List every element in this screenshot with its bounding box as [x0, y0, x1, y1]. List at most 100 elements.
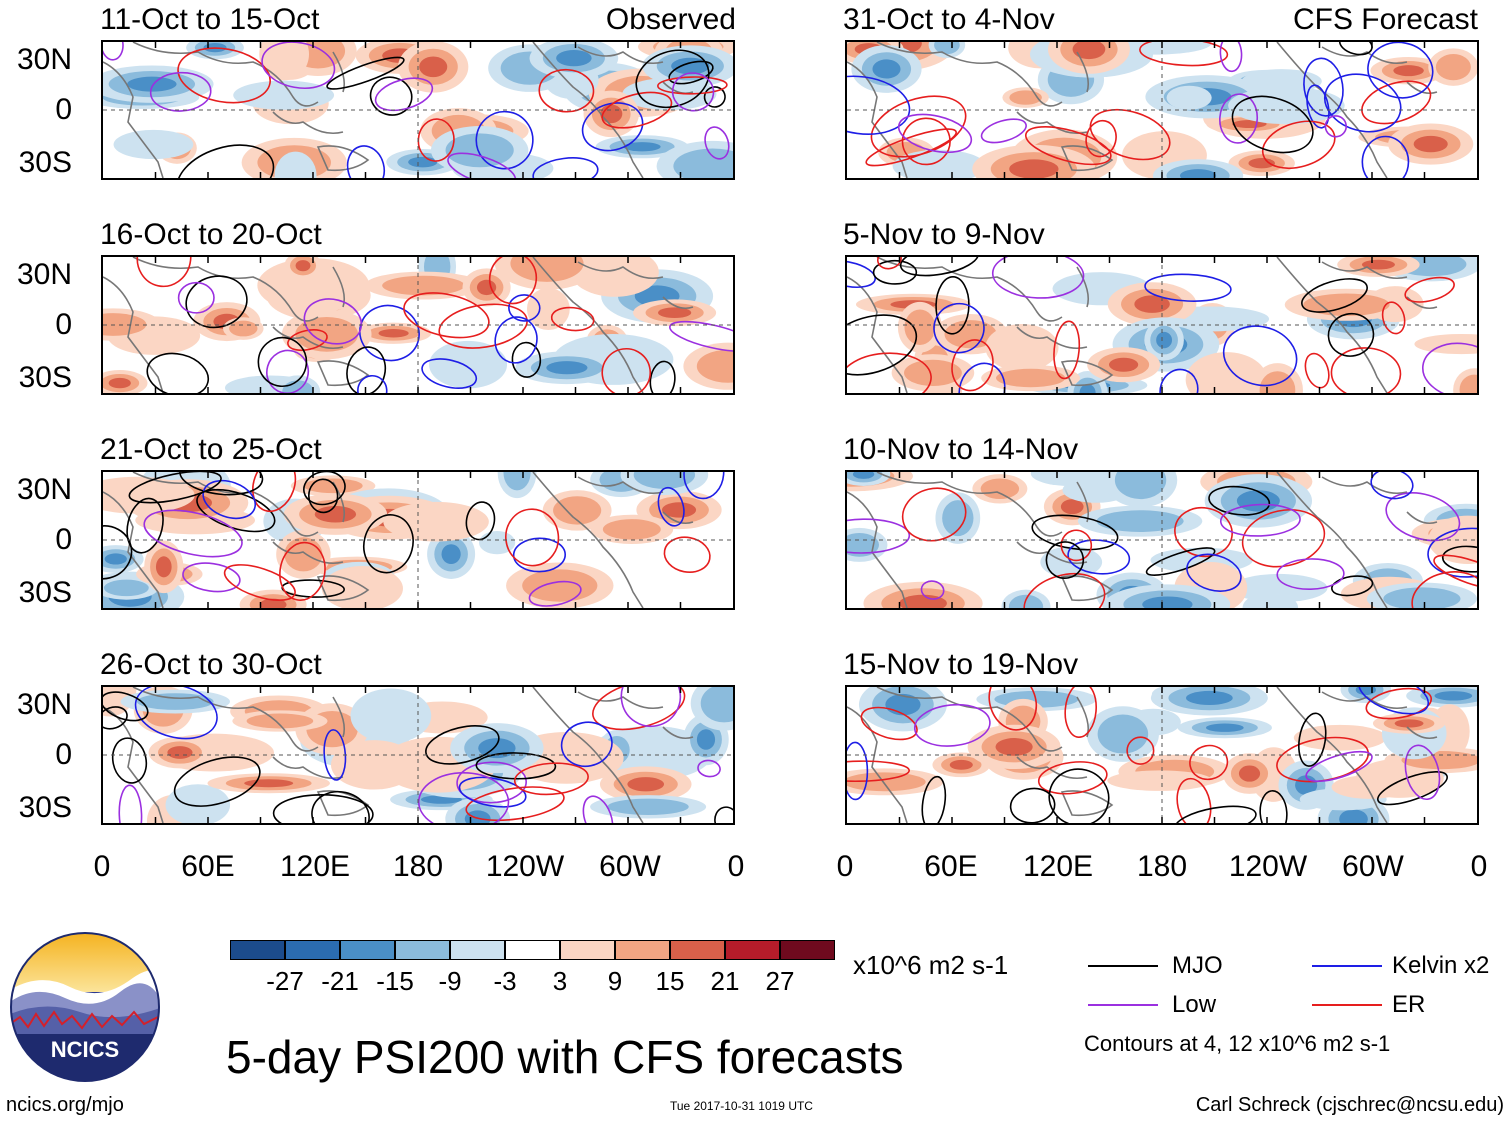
lat-label-30s: 30S: [18, 146, 72, 179]
negative-anomaly-shading: [350, 688, 432, 744]
positive-anomaly-shading: [419, 56, 448, 78]
wave-contour: [1144, 273, 1232, 302]
wave-contour: [1064, 687, 1097, 738]
wave-contour: [1305, 750, 1373, 783]
wave-contour: [252, 472, 297, 513]
coastline: [132, 257, 319, 322]
positive-anomaly-shading: [1331, 775, 1407, 799]
negative-anomaly-shading: [1166, 85, 1212, 110]
coastline: [876, 257, 1063, 322]
wave-contour: [1219, 42, 1243, 73]
negative-anomaly-shading: [1339, 809, 1368, 823]
positive-anomaly-shading: [696, 349, 733, 383]
positive-anomaly-shading: [246, 713, 314, 729]
positive-anomaly-shading: [996, 368, 1066, 388]
coastline: [1406, 511, 1438, 525]
coastline: [532, 687, 644, 823]
negative-anomaly-shading: [633, 472, 696, 489]
positive-anomaly-shading: [1185, 352, 1268, 393]
lon-label-120e: 120E: [1022, 850, 1094, 883]
wave-contour: [1306, 84, 1330, 129]
lat-label-eq: 0: [55, 93, 72, 126]
wave-contour: [1174, 805, 1257, 823]
wave-contour: [1089, 108, 1171, 161]
psi200-map: [847, 472, 1477, 608]
wave-contour: [1145, 547, 1216, 576]
coastline: [132, 42, 319, 107]
wave-contour: [1301, 278, 1368, 313]
psi200-map: [103, 472, 733, 608]
negative-anomaly-shading: [441, 544, 461, 565]
negative-anomaly-shading: [113, 129, 194, 160]
wave-contour: [179, 472, 264, 496]
coastline: [103, 491, 164, 608]
negative-anomaly-shading: [934, 42, 960, 55]
positive-anomaly-shading: [314, 506, 357, 523]
wave-contour: [417, 772, 510, 823]
wave-contour: [1009, 787, 1056, 823]
wave-contour: [185, 275, 248, 329]
wave-contour: [1404, 744, 1441, 801]
wave-contour: [704, 126, 730, 160]
wave-contour: [505, 508, 560, 567]
negative-anomaly-shading: [1180, 169, 1217, 178]
lon-label-0: 0: [1470, 850, 1488, 883]
panel-date-obs-2: 16-Oct to 20-Oct: [100, 218, 322, 251]
coastline: [1016, 326, 1088, 350]
negative-anomaly-shading: [673, 148, 733, 178]
positive-anomaly-shading: [382, 275, 465, 296]
footer-url-link[interactable]: ncics.org/mjo: [6, 1094, 124, 1116]
wave-contour: [1241, 509, 1326, 568]
negative-anomaly-shading: [1030, 472, 1113, 487]
positive-anomaly-shading: [229, 320, 258, 337]
wave-contour: [134, 687, 218, 740]
wave-contour: [532, 157, 599, 178]
positive-anomaly-shading: [476, 279, 497, 296]
negative-anomaly-shading: [546, 361, 588, 375]
wave-contour: [847, 741, 869, 801]
colorbar-tick-label: 15: [655, 966, 685, 996]
wave-contour: [1385, 492, 1461, 542]
wave-contour: [1381, 301, 1406, 335]
wave-contour: [1219, 93, 1259, 144]
coastline: [876, 42, 1063, 107]
wave-contour: [512, 537, 566, 573]
wave-contour: [303, 472, 346, 506]
positive-anomaly-shading: [155, 556, 172, 578]
negative-anomaly-shading: [1434, 691, 1473, 701]
wave-contour: [362, 514, 414, 574]
positive-anomaly-shading: [257, 258, 370, 313]
legend-label-mjo: MJO: [1172, 952, 1223, 979]
positive-anomaly-shading: [899, 594, 947, 608]
negative-anomaly-shading: [1228, 87, 1345, 125]
wave-contour: [877, 257, 902, 270]
positive-anomaly-shading: [1134, 295, 1170, 313]
negative-anomaly-shading: [503, 472, 531, 491]
footer-author[interactable]: Carl Schreck (cjschrec@ncsu.edu): [1195, 1094, 1504, 1116]
coastline: [662, 726, 694, 740]
lon-label-60e: 60E: [924, 850, 978, 883]
coastline: [1276, 42, 1388, 178]
colorbar-tick-label: -21: [321, 966, 359, 996]
wave-contour: [513, 762, 589, 796]
ncics-logo[interactable]: NCICS: [10, 932, 160, 1082]
lon-label-180: 180: [1136, 850, 1188, 883]
wave-contour: [951, 339, 994, 392]
wave-contour: [601, 91, 673, 129]
positive-anomaly-shading: [103, 476, 195, 514]
wave-contour: [1365, 687, 1433, 720]
psi200-map: [847, 257, 1477, 393]
wave-contour: [872, 259, 918, 285]
positive-anomaly-shading: [1394, 719, 1424, 728]
wave-contour: [657, 76, 728, 95]
lon-label-0: 0: [93, 850, 111, 883]
wave-contour: [326, 56, 405, 90]
wave-contour: [303, 298, 363, 345]
wave-contour: [465, 786, 565, 822]
legend-label-low: Low: [1172, 991, 1217, 1018]
wave-contour: [403, 292, 490, 339]
coastline: [316, 145, 370, 172]
wave-contour: [103, 525, 133, 580]
colorbar-swatch: [505, 940, 560, 960]
panel-date-obs-1: 11-Oct to 15-Oct: [100, 3, 320, 36]
